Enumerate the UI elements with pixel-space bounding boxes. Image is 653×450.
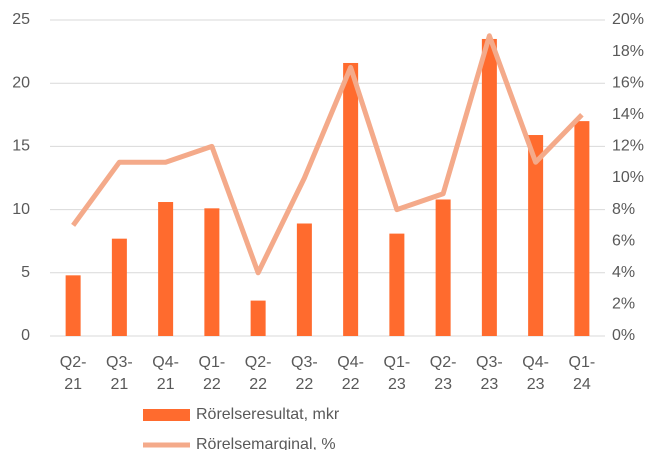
x-tick-label: Q4-23 <box>522 354 549 393</box>
x-tick-label: Q1-23 <box>384 354 411 393</box>
bar <box>528 135 544 336</box>
x-tick-label: Q4-21 <box>152 354 179 393</box>
bar <box>204 208 220 336</box>
x-tick-label: Q2-21 <box>60 354 87 393</box>
bar <box>574 121 590 337</box>
bar <box>111 238 127 336</box>
y-tick-label: 20 <box>12 74 30 91</box>
x-tick-label: Q2-23 <box>430 354 457 393</box>
bar <box>158 202 174 336</box>
x-tick-label: Q3-21 <box>106 354 133 393</box>
legend-swatch <box>143 409 190 421</box>
x-tick-label: Q3-22 <box>291 354 318 393</box>
y2-tick-label: 6% <box>612 232 635 249</box>
y2-tick-label: 20% <box>612 11 644 28</box>
bar <box>65 275 81 336</box>
x-tick-label: Q3-23 <box>476 354 503 393</box>
x-tick-label: Q2-22 <box>245 354 272 393</box>
y2-tick-label: 10% <box>612 169 644 186</box>
y2-tick-label: 2% <box>612 296 635 313</box>
y-tick-label: 15 <box>12 138 30 155</box>
bar <box>389 233 405 336</box>
line <box>71 33 584 276</box>
y-tick-label: 0 <box>21 327 30 344</box>
bar <box>435 199 451 336</box>
y2-tick-label: 0% <box>612 327 635 344</box>
x-tick-label: Q1-22 <box>199 354 226 393</box>
x-tick-label: Q4-22 <box>337 354 364 393</box>
y-tick-label: 5 <box>21 264 30 281</box>
bar <box>343 62 359 336</box>
y-tick-label: 10 <box>12 201 30 218</box>
y2-tick-label: 4% <box>612 264 635 281</box>
x-tick-label: Q1-24 <box>569 354 596 393</box>
bar <box>481 38 497 337</box>
y2-tick-label: 18% <box>612 43 644 60</box>
y2-tick-label: 8% <box>612 201 635 218</box>
y2-tick-label: 14% <box>612 106 644 123</box>
y-tick-label: 25 <box>12 11 30 28</box>
y2-tick-label: 16% <box>612 74 644 91</box>
legend-label: Rörelseresultat, mkr <box>196 406 340 423</box>
y2-tick-label: 12% <box>612 138 644 155</box>
legend-label: Rörelsemarginal, % <box>196 436 336 450</box>
bar <box>296 223 312 336</box>
bar <box>250 300 266 336</box>
